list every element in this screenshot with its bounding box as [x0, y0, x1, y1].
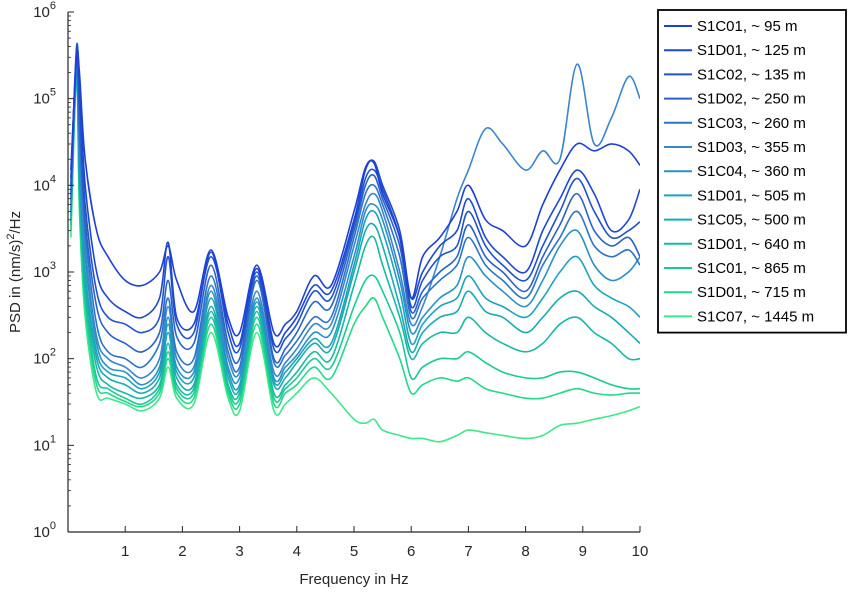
- legend-entry: S1D01, ~ 715 m: [697, 284, 806, 301]
- y-tick-label: 105: [33, 87, 56, 108]
- series-line-2: [70, 45, 640, 348]
- y-axis-title: PSD in (nm/s)2/Hz: [5, 211, 24, 333]
- x-tick-label: 5: [350, 543, 358, 560]
- legend-entry: S1D01, ~ 640 m: [697, 236, 806, 253]
- legend-entry: S1D01, ~ 505 m: [697, 187, 806, 204]
- series-line-10: [70, 68, 640, 401]
- legend-entry: S1C04, ~ 360 m: [697, 163, 806, 180]
- legend-entry: S1D01, ~ 125 m: [697, 42, 806, 59]
- series-line-4: [70, 48, 640, 365]
- x-tick-label: 6: [407, 543, 415, 560]
- series-line-12: [70, 71, 640, 410]
- series-line-5: [70, 55, 640, 373]
- y-tick-label: 106: [33, 0, 56, 21]
- y-tick-label: 102: [33, 347, 56, 368]
- x-axis-title: Frequency in Hz: [299, 571, 408, 588]
- y-tick-label: 104: [33, 173, 56, 194]
- y-axis-title-unit: /Hz: [7, 211, 24, 234]
- series-line-3: [70, 42, 640, 354]
- legend-entry: S1C01, ~ 95 m: [697, 18, 797, 35]
- x-tick-label: 1: [121, 543, 129, 560]
- x-tick-label: 10: [632, 543, 649, 560]
- series-line-11: [70, 69, 640, 406]
- y-tick-label: 100: [33, 520, 56, 541]
- x-tick-label: 7: [464, 543, 472, 560]
- x-tick-label: 4: [293, 543, 301, 560]
- legend-entry: S1C03, ~ 260 m: [697, 115, 806, 132]
- series-lines: [70, 42, 640, 443]
- legend-entry: S1D02, ~ 250 m: [697, 91, 806, 108]
- x-tick-label: 3: [235, 543, 243, 560]
- series-line-1: [70, 49, 640, 337]
- legend-entry: S1C07, ~ 1445 m: [697, 308, 814, 325]
- series-line-8: [70, 64, 640, 391]
- legend-entry: S1C01, ~ 865 m: [697, 260, 806, 277]
- y-axis-title-main: PSD in (nm/s): [7, 240, 24, 333]
- x-tick-label: 8: [521, 543, 529, 560]
- legend-entry: S1C02, ~ 135 m: [697, 66, 806, 83]
- series-line-9: [70, 66, 640, 395]
- series-line-13: [70, 73, 640, 443]
- axes-layer: 1 2 3 4 5 6 7 8 9 10 100 101 102 103 104 105 106: [33, 0, 648, 560]
- series-line-6: [70, 58, 640, 379]
- x-tick-label: 9: [579, 543, 587, 560]
- y-tick-label: 101: [33, 433, 56, 454]
- y-axis-title-superscript: 2: [5, 234, 17, 240]
- series-line-7: [70, 62, 640, 386]
- series-layer: [70, 42, 640, 443]
- y-tick-label: 103: [33, 260, 56, 281]
- legend: S1C01, ~ 95 m S1D01, ~ 125 m S1C02, ~ 135 …: [657, 9, 847, 334]
- legend-entry: S1C05, ~ 500 m: [697, 212, 806, 229]
- legend-entry: S1D03, ~ 355 m: [697, 139, 806, 156]
- x-tick-label: 2: [178, 543, 186, 560]
